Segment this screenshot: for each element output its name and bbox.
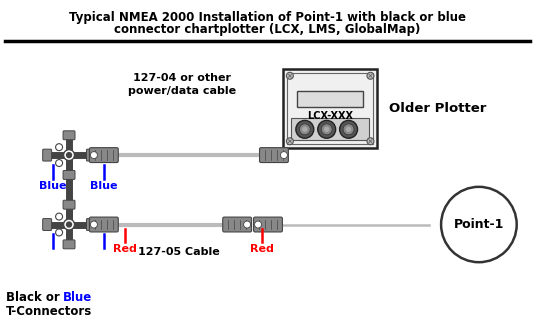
FancyBboxPatch shape [63, 200, 75, 209]
Circle shape [343, 124, 354, 135]
Circle shape [367, 72, 374, 79]
Circle shape [64, 219, 74, 230]
Circle shape [90, 221, 97, 228]
Circle shape [367, 138, 374, 145]
Circle shape [56, 229, 63, 236]
FancyBboxPatch shape [283, 69, 377, 148]
FancyBboxPatch shape [89, 148, 118, 162]
Circle shape [255, 221, 262, 228]
FancyBboxPatch shape [63, 131, 75, 140]
FancyBboxPatch shape [87, 149, 95, 161]
Circle shape [325, 127, 328, 131]
Text: Blue: Blue [63, 291, 93, 304]
Circle shape [66, 222, 72, 227]
FancyBboxPatch shape [254, 217, 282, 232]
Text: Red: Red [113, 244, 136, 254]
Circle shape [340, 120, 357, 138]
Circle shape [286, 72, 293, 79]
Circle shape [441, 187, 517, 262]
Text: 127-05 Cable: 127-05 Cable [137, 247, 219, 257]
FancyBboxPatch shape [287, 73, 373, 144]
Bar [291, 118, 370, 140]
FancyBboxPatch shape [89, 217, 118, 232]
FancyBboxPatch shape [223, 217, 251, 232]
Circle shape [347, 127, 350, 131]
Text: Typical NMEA 2000 Installation of Point-1 with black or blue: Typical NMEA 2000 Installation of Point-… [68, 11, 465, 24]
FancyBboxPatch shape [43, 218, 51, 230]
Text: Point-1: Point-1 [454, 218, 504, 231]
Bar [297, 91, 363, 107]
Text: Older Plotter: Older Plotter [389, 102, 487, 115]
FancyBboxPatch shape [259, 148, 288, 162]
Circle shape [64, 150, 74, 160]
Circle shape [56, 213, 63, 220]
Text: connector chartplotter (LCX, LMS, GlobalMap): connector chartplotter (LCX, LMS, Global… [114, 23, 420, 36]
Circle shape [296, 120, 314, 138]
Text: LCX-XXX: LCX-XXX [307, 112, 353, 121]
FancyBboxPatch shape [43, 149, 51, 161]
Text: Red: Red [250, 244, 274, 254]
Circle shape [66, 153, 72, 157]
Circle shape [90, 152, 97, 158]
FancyBboxPatch shape [63, 240, 75, 249]
Circle shape [321, 124, 332, 135]
Text: Blue: Blue [90, 181, 118, 191]
Text: Black or: Black or [6, 291, 64, 304]
Circle shape [300, 124, 310, 135]
FancyBboxPatch shape [63, 171, 75, 180]
FancyBboxPatch shape [87, 218, 95, 230]
Text: T-Connectors: T-Connectors [6, 305, 93, 318]
Circle shape [318, 120, 335, 138]
Circle shape [286, 138, 293, 145]
Circle shape [280, 152, 287, 158]
Circle shape [303, 127, 307, 131]
Circle shape [56, 159, 63, 166]
Text: Blue: Blue [40, 181, 67, 191]
Text: 127-04 or other
power/data cable: 127-04 or other power/data cable [128, 73, 236, 96]
Circle shape [243, 221, 250, 228]
Circle shape [56, 144, 63, 151]
